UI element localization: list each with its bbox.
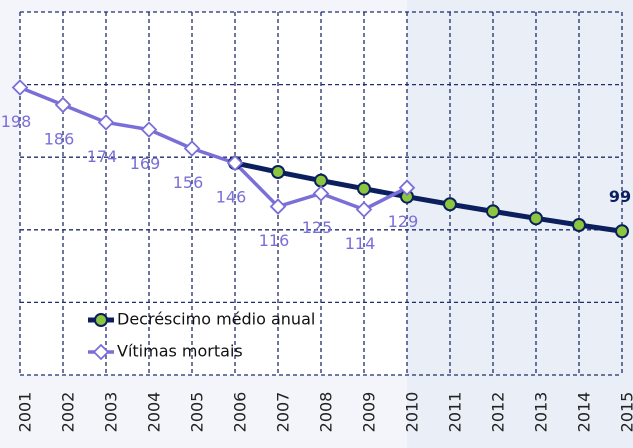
marker [398,179,416,196]
data-label: 156 [173,173,204,192]
data-label: 116 [259,231,290,250]
marker [140,121,158,138]
marker [486,204,500,219]
marker [92,343,110,361]
x-tick-label: 2007 [274,392,293,433]
x-tick-label: 2003 [102,392,121,433]
data-label: 174 [87,147,118,166]
marker [11,79,29,96]
legend-label: Vítimas mortais [117,342,243,361]
marker [97,114,115,131]
marker [357,181,371,196]
marker [269,198,287,215]
x-tick-label: 2010 [403,392,422,433]
series-line [234,160,623,234]
legend-label: Decréscimo médio anual [117,310,315,329]
x-tick-label: 2006 [231,392,250,433]
marker [355,201,373,218]
marker [183,140,201,157]
data-label: 169 [130,154,161,173]
x-tick-label: 2002 [59,392,78,433]
marker [572,218,586,233]
marker [615,224,629,239]
series-line [19,85,408,212]
x-tick-label: 2014 [575,392,594,433]
x-tick-label: 2008 [317,392,336,433]
x-tick-label: 2015 [618,392,633,433]
data-label: 146 [216,188,247,207]
x-tick-label: 2001 [16,392,35,433]
highlight-band [407,0,633,448]
marker [226,154,244,172]
x-tick-label: 2013 [532,392,551,433]
marker [529,211,543,226]
marker [314,173,328,188]
marker [443,197,457,212]
x-tick-label: 2004 [145,392,164,433]
data-label: 114 [345,234,376,253]
x-tick-label: 2009 [360,392,379,433]
x-tick-label: 2005 [188,392,207,433]
data-label: 186 [44,129,75,148]
data-label: 198 [1,112,32,131]
marker [54,96,72,114]
marker [94,313,108,327]
data-label: 99 [609,187,631,206]
x-tick-label: 2011 [446,392,465,433]
marker [312,185,330,202]
data-label: 125 [302,218,333,237]
marker [271,165,285,180]
x-tick-label: 2012 [489,392,508,433]
data-label: 129 [388,212,419,231]
